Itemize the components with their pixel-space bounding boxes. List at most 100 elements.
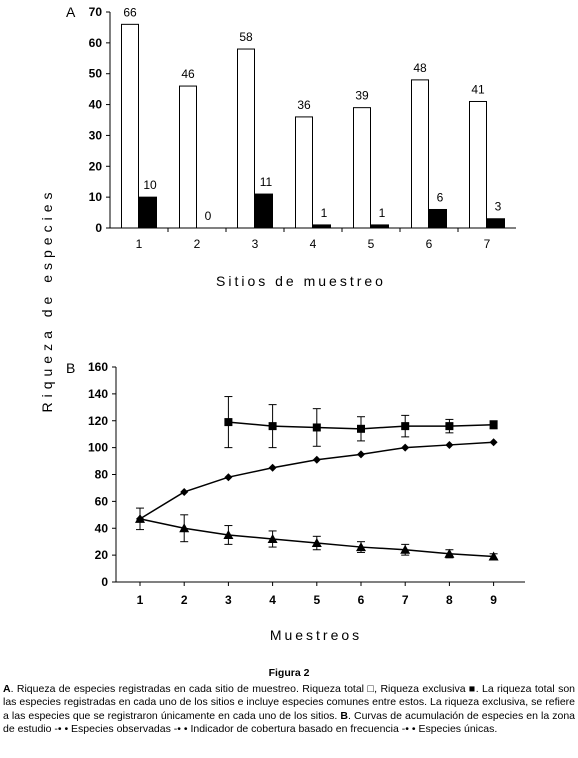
x-tick-label: 1 xyxy=(136,237,143,251)
triangle-marker xyxy=(444,548,455,558)
bar-value-label: 1 xyxy=(321,206,328,220)
diamond-marker xyxy=(224,473,233,482)
panel-a-label: A xyxy=(66,4,76,20)
diamond-marker xyxy=(268,463,277,472)
y-tick-label: 160 xyxy=(88,360,108,374)
triangle-marker xyxy=(135,513,145,523)
y-tick-label: 10 xyxy=(89,190,103,204)
y-tick-label: 20 xyxy=(89,159,103,173)
square-marker xyxy=(357,424,365,433)
caption-title: Figura 2 xyxy=(268,667,310,679)
square-marker xyxy=(401,422,410,431)
bar-value-label: 1 xyxy=(379,206,386,220)
x-tick-label: 6 xyxy=(426,237,433,251)
x-tick-label: 5 xyxy=(313,593,320,607)
x-tick-label: 2 xyxy=(181,593,188,607)
y-tick-label: 20 xyxy=(95,548,109,562)
bar-value-label: 39 xyxy=(355,89,369,103)
y-tick-label: 120 xyxy=(88,414,108,428)
y-axis-label: Riqueza de especies xyxy=(39,188,55,413)
panel-b-label: B xyxy=(66,360,75,376)
bar-value-label: 58 xyxy=(239,30,253,44)
x-axis-title: Muestreos xyxy=(270,627,362,643)
x-tick-label: 7 xyxy=(402,593,409,607)
x-tick-label: 3 xyxy=(252,237,259,251)
y-tick-label: 40 xyxy=(89,98,103,112)
triangle-marker xyxy=(400,544,411,554)
bar-value-label: 3 xyxy=(495,200,502,214)
y-tick-label: 70 xyxy=(89,5,103,19)
x-tick-label: 4 xyxy=(269,593,276,607)
diamond-marker xyxy=(445,440,454,449)
y-tick-label: 30 xyxy=(89,128,103,142)
exclusive-richness-bar xyxy=(255,193,273,229)
square-marker xyxy=(268,422,277,431)
diamond-marker xyxy=(357,450,365,459)
total-richness-bar xyxy=(469,100,487,229)
diamond-series-line xyxy=(139,441,494,520)
total-richness-bar xyxy=(121,23,139,229)
y-tick-label: 60 xyxy=(95,494,109,508)
bar-value-label: 11 xyxy=(260,175,273,189)
total-richness-bar xyxy=(411,79,429,229)
bar-value-label: 0 xyxy=(205,209,212,223)
x-tick-label: 1 xyxy=(137,593,144,607)
y-tick-label: 140 xyxy=(88,387,108,401)
square-marker xyxy=(312,423,321,432)
x-tick-label: 6 xyxy=(358,593,365,607)
x-tick-label: 2 xyxy=(194,237,201,251)
y-tick-label: 0 xyxy=(95,221,102,235)
square-marker xyxy=(224,418,233,427)
axes: 0 20 40 60 80 100 120 140 160 1 2 3 4 5 6 7 8 9 xyxy=(88,360,525,607)
triangle-marker xyxy=(356,542,366,552)
triangle-marker xyxy=(488,551,499,561)
series xyxy=(135,396,499,561)
triangle-marker xyxy=(223,529,234,539)
y-tick-label: 50 xyxy=(89,67,103,81)
x-tick-label: 8 xyxy=(446,593,453,607)
diamond-marker xyxy=(312,455,321,464)
figure-caption: Figura 2 A. Riqueza de especies registra… xyxy=(3,667,575,737)
x-tick-label: 5 xyxy=(368,237,375,251)
exclusive-richness-bar xyxy=(371,224,389,229)
bar-value-label: 41 xyxy=(471,82,485,96)
x-tick-label: 7 xyxy=(484,237,491,251)
bar-value-label: 36 xyxy=(297,98,311,112)
caption-b-label: B xyxy=(340,709,349,722)
y-tick-label: 40 xyxy=(95,521,109,535)
triangle-marker xyxy=(179,523,190,533)
bar-value-label: 6 xyxy=(437,190,444,204)
diamond-marker xyxy=(489,438,498,447)
x-axis-title: Sitios de muestreo xyxy=(216,273,386,289)
exclusive-richness-bar xyxy=(139,196,157,229)
total-richness-bar xyxy=(237,48,255,229)
y-tick-label: 80 xyxy=(95,468,109,482)
diamond-marker xyxy=(401,443,410,452)
bar-value-label: 46 xyxy=(181,67,195,81)
triangle-marker xyxy=(267,534,278,543)
exclusive-richness-bar xyxy=(429,208,447,229)
bar-value-label: 48 xyxy=(413,61,427,75)
y-tick-label: 100 xyxy=(88,441,108,455)
x-tick-label: 3 xyxy=(225,593,232,607)
exclusive-richness-bar xyxy=(487,218,505,229)
total-richness-bar xyxy=(353,107,371,229)
x-tick-label: 4 xyxy=(310,237,317,251)
bar-value-label: 66 xyxy=(123,5,137,19)
total-richness-bar xyxy=(295,116,313,229)
square-marker xyxy=(489,420,498,429)
exclusive-richness-bar xyxy=(313,224,331,229)
caption-a-label: A xyxy=(3,682,11,695)
diamond-marker xyxy=(180,487,189,496)
total-richness-bar xyxy=(179,85,197,229)
triangle-marker xyxy=(311,538,322,548)
x-tick-label: 9 xyxy=(490,593,497,607)
y-tick-label: 60 xyxy=(89,36,103,50)
caption-text-a: . Riqueza de especies registradas en cad… xyxy=(3,682,575,722)
line-chart-panel: B 0 20 40 60 80 100 120 140 160 1 2 3 4 5 6 7 8 9 Muestre… xyxy=(66,360,525,643)
bar-value-label: 10 xyxy=(143,178,157,192)
